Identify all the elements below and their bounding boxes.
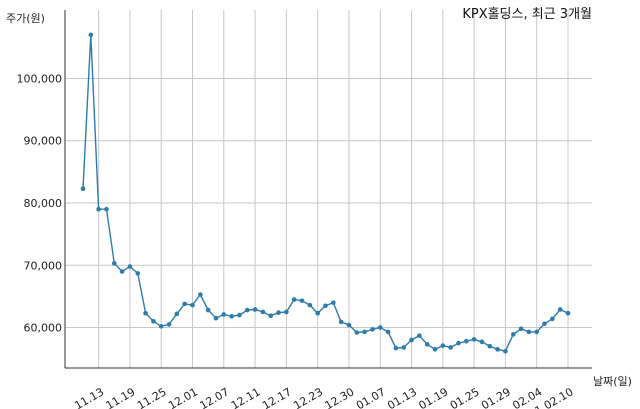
x-tick-label: 12.30 (323, 385, 357, 409)
data-point (182, 301, 187, 307)
y-tick-label: 90,000 (24, 135, 63, 148)
data-point (190, 302, 195, 308)
data-point (135, 271, 141, 276)
x-tick-label: 01.13 (385, 385, 419, 409)
data-point (503, 348, 508, 354)
data-point (299, 298, 305, 304)
data-point (96, 206, 101, 212)
data-point (542, 321, 547, 327)
y-tick-label: 70,000 (24, 259, 63, 272)
data-point (448, 345, 453, 350)
data-point (119, 269, 125, 274)
tick-labels-layer: 60,000 70,000 80,000 90,000 100,000 11.1311.1… (17, 72, 576, 409)
data-point (385, 329, 391, 335)
x-tick-label: 11.19 (104, 385, 138, 409)
x-tick-label: 01.25 (448, 385, 482, 409)
data-point (244, 307, 250, 313)
data-point (362, 329, 367, 335)
data-point (417, 333, 422, 338)
data-point (393, 345, 399, 351)
data-point (260, 309, 266, 315)
data-point (213, 315, 219, 321)
x-tick-label: 01.07 (354, 385, 388, 409)
data-point (479, 339, 485, 345)
data-point (518, 326, 524, 332)
data-point (276, 310, 281, 315)
data-point (409, 337, 414, 343)
data-point (471, 337, 477, 342)
data-point (111, 261, 117, 266)
data-point (205, 307, 211, 313)
data-point (221, 312, 227, 317)
x-tick-label: 11.13 (72, 385, 106, 409)
data-point (291, 297, 297, 302)
data-point (252, 307, 258, 312)
data-point (424, 342, 430, 347)
y-tick-label: 80,000 (24, 197, 63, 210)
data-point (323, 303, 328, 309)
y-axis-label: 주가(원) (6, 12, 45, 25)
data-point (88, 32, 94, 38)
x-tick-label: 12.07 (198, 385, 232, 409)
data-point (331, 300, 336, 305)
data-point (174, 311, 180, 317)
data-point (143, 310, 148, 316)
data-point (401, 345, 407, 350)
x-tick-label: 01.19 (417, 385, 451, 409)
y-tick-label: 100,000 (17, 72, 63, 85)
x-axis-label: 날짜(일) (593, 374, 632, 388)
data-point (346, 322, 352, 328)
data-point (510, 332, 516, 337)
data-point (338, 319, 344, 325)
data-point (151, 319, 156, 324)
data-point (526, 329, 532, 335)
axes (64, 10, 592, 369)
data-point (464, 338, 469, 344)
data-point (487, 343, 493, 349)
x-tick-label: 01.29 (479, 385, 513, 409)
data-point (198, 292, 203, 297)
data-point (495, 347, 500, 352)
x-tick-label: 12.11 (229, 385, 263, 409)
data-points-layer (80, 32, 571, 354)
grid-lines (65, 10, 592, 368)
data-point (158, 323, 164, 329)
x-tick-label: 12.01 (166, 385, 200, 409)
data-point (307, 302, 313, 308)
data-point (557, 307, 563, 312)
data-point (229, 314, 234, 319)
data-point (534, 329, 540, 335)
data-point (80, 186, 86, 191)
data-point (315, 310, 320, 316)
data-point (127, 264, 133, 269)
data-point (565, 310, 571, 316)
x-tick-label: 12.17 (260, 385, 294, 409)
data-point (104, 206, 109, 212)
x-tick-label: 11.25 (135, 385, 169, 409)
data-point (456, 340, 461, 346)
data-point (284, 309, 289, 315)
data-point (237, 312, 242, 318)
data-point (377, 325, 383, 330)
chart-title: KPX홀딩스, 최근 3개월 (462, 7, 592, 22)
y-tick-label: 60,000 (24, 322, 63, 335)
data-point (166, 322, 172, 327)
data-point (370, 327, 375, 332)
data-point (268, 313, 274, 319)
data-point (432, 347, 438, 352)
data-point (550, 316, 555, 322)
data-point (354, 330, 360, 335)
x-tick-label: 12.23 (291, 385, 325, 409)
data-point (440, 343, 446, 348)
